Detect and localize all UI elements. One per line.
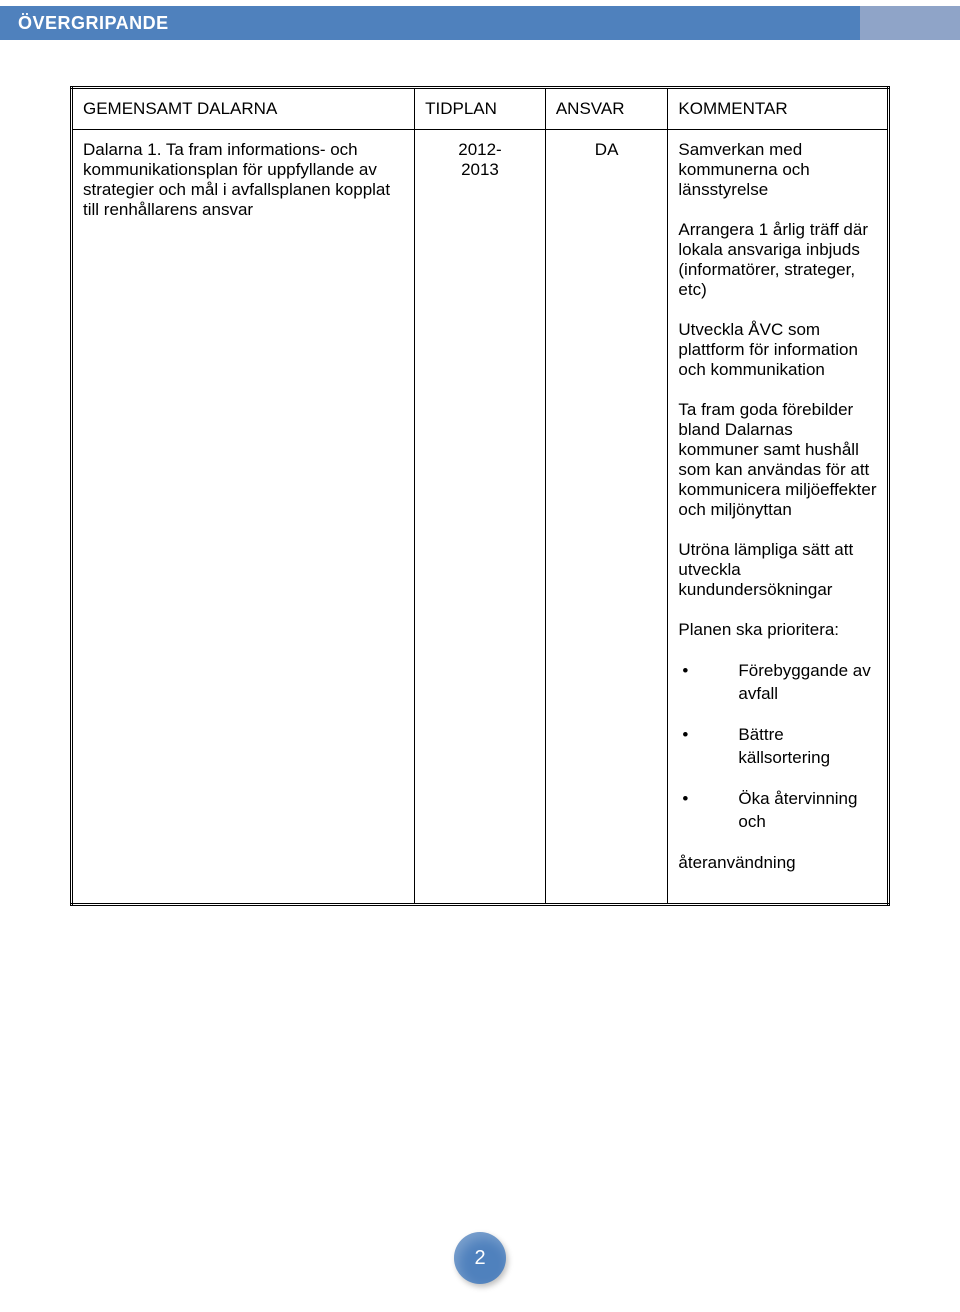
header-title-bar: ÖVERGRIPANDE: [0, 6, 860, 40]
kommentar-p3: Utveckla ÅVC som plattform för informati…: [678, 320, 877, 380]
kommentar-p6: Planen ska prioritera:: [678, 620, 877, 640]
list-item: Bättre källsortering: [678, 724, 877, 770]
priority-list: Förebyggande av avfall Bättre källsorter…: [678, 660, 877, 875]
cell-kommentar: Samverkan med kommunerna och länsstyrels…: [668, 130, 889, 905]
cell-description: Dalarna 1. Ta fram informations- och kom…: [72, 130, 415, 905]
header-title: ÖVERGRIPANDE: [18, 13, 169, 34]
main-table: GEMENSAMT DALARNA TIDPLAN ANSVAR KOMMENT…: [70, 86, 890, 906]
cell-tidplan: 2012- 2013: [415, 130, 546, 905]
list-item: Förebyggande av avfall: [678, 660, 877, 706]
page-number-badge: 2: [454, 1232, 506, 1284]
table-row: Dalarna 1. Ta fram informations- och kom…: [72, 130, 889, 905]
kommentar-p2: Arrangera 1 årlig träff där lokala ansva…: [678, 220, 877, 300]
th-gemensamt: GEMENSAMT DALARNA: [72, 88, 415, 130]
header-accent: [860, 6, 960, 40]
th-kommentar: KOMMENTAR: [668, 88, 889, 130]
th-ansvar: ANSVAR: [545, 88, 668, 130]
kommentar-p5: Utröna lämpliga sätt att utveckla kundun…: [678, 540, 877, 600]
th-tidplan: TIDPLAN: [415, 88, 546, 130]
table-header-row: GEMENSAMT DALARNA TIDPLAN ANSVAR KOMMENT…: [72, 88, 889, 130]
page-number: 2: [474, 1247, 485, 1270]
list-item-continuation: återanvändning: [678, 852, 877, 875]
kommentar-p4: Ta fram goda förebilder bland Dalarnas k…: [678, 400, 877, 520]
ansvar-value: DA: [556, 140, 658, 160]
list-item: Öka återvinning och: [678, 788, 877, 834]
tidplan-line2: 2013: [425, 160, 535, 180]
page-header: ÖVERGRIPANDE: [0, 0, 960, 44]
tidplan-line1: 2012-: [425, 140, 535, 160]
cell-ansvar: DA: [545, 130, 668, 905]
kommentar-p1: Samverkan med kommunerna och länsstyrels…: [678, 140, 877, 200]
